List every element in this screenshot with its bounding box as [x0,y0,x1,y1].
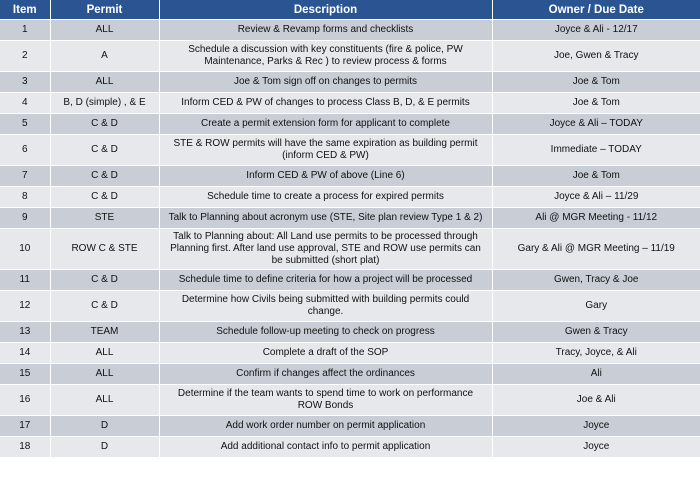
cell-item: 2 [0,40,51,72]
table-row: 9 STE Talk to Planning about acronym use… [0,207,700,229]
table-row: 6 C & D STE & ROW permits will have the … [0,134,700,166]
cell-owner: Immediate – TODAY [492,134,700,166]
cell-owner: Gwen & Tracy [492,321,700,343]
header-row: Item Permit Description Owner / Due Date [0,0,700,20]
cell-owner: Tracy, Joyce, & Ali [492,342,700,364]
cell-owner: Joyce [492,415,700,437]
cell-item: 1 [0,19,51,41]
cell-item: 7 [0,165,51,187]
table-row: 10 ROW C & STE Talk to Planning about: A… [0,228,700,270]
cell-description: Joe & Tom sign off on changes to permits [159,71,493,93]
cell-item: 4 [0,92,51,114]
table-row: 12 C & D Determine how Civils being subm… [0,290,700,322]
table-row: 11 C & D Schedule time to define criteri… [0,269,700,291]
cell-owner: Joe & Ali [492,384,700,416]
cell-permit: C & D [50,290,160,322]
cell-permit: C & D [50,186,160,208]
table-row: 17 D Add work order number on permit app… [0,415,700,437]
cell-owner: Joyce & Ali – 11/29 [492,186,700,208]
cell-permit: C & D [50,269,160,291]
cell-description: Talk to Planning about acronym use (STE,… [159,207,493,229]
table-row: 13 TEAM Schedule follow-up meeting to ch… [0,321,700,343]
header-owner: Owner / Due Date [492,0,700,20]
cell-description: Create a permit extension form for appli… [159,113,493,135]
cell-item: 9 [0,207,51,229]
cell-item: 10 [0,228,51,270]
cell-item: 17 [0,415,51,437]
cell-description: Inform CED & PW of changes to process Cl… [159,92,493,114]
cell-permit: ROW C & STE [50,228,160,270]
cell-owner: Ali [492,363,700,385]
header-description: Description [159,0,493,20]
cell-permit: D [50,415,160,437]
cell-permit: ALL [50,384,160,416]
cell-description: STE & ROW permits will have the same exp… [159,134,493,166]
cell-item: 13 [0,321,51,343]
cell-permit: B, D (simple) , & E [50,92,160,114]
cell-permit: ALL [50,71,160,93]
cell-owner: Ali @ MGR Meeting - 11/12 [492,207,700,229]
cell-description: Schedule a discussion with key constitue… [159,40,493,72]
cell-item: 12 [0,290,51,322]
table-row: 2 A Schedule a discussion with key const… [0,40,700,72]
table-row: 8 C & D Schedule time to create a proces… [0,186,700,208]
cell-description: Confirm if changes affect the ordinances [159,363,493,385]
cell-item: 16 [0,384,51,416]
table-row: 4 B, D (simple) , & E Inform CED & PW of… [0,92,700,114]
cell-description: Inform CED & PW of above (Line 6) [159,165,493,187]
cell-owner: Joyce [492,436,700,457]
cell-owner: Gary [492,290,700,322]
table-body: 1 ALL Review & Revamp forms and checklis… [0,19,700,457]
cell-owner: Joe & Tom [492,71,700,93]
action-items-table: Item Permit Description Owner / Due Date… [0,0,700,457]
cell-permit: C & D [50,134,160,166]
cell-item: 11 [0,269,51,291]
cell-item: 3 [0,71,51,93]
cell-description: Review & Revamp forms and checklists [159,19,493,41]
cell-permit: D [50,436,160,457]
cell-description: Schedule follow-up meeting to check on p… [159,321,493,343]
cell-item: 8 [0,186,51,208]
cell-owner: Gary & Ali @ MGR Meeting – 11/19 [492,228,700,270]
table-row: 18 D Add additional contact info to perm… [0,436,700,457]
cell-permit: STE [50,207,160,229]
cell-permit: TEAM [50,321,160,343]
cell-description: Determine how Civils being submitted wit… [159,290,493,322]
cell-owner: Joyce & Ali – TODAY [492,113,700,135]
table-row: 16 ALL Determine if the team wants to sp… [0,384,700,416]
table-header: Item Permit Description Owner / Due Date [0,0,700,20]
cell-description: Schedule time to create a process for ex… [159,186,493,208]
header-item: Item [0,0,51,20]
cell-permit: C & D [50,165,160,187]
cell-description: Add additional contact info to permit ap… [159,436,493,457]
cell-item: 6 [0,134,51,166]
cell-owner: Joyce & Ali - 12/17 [492,19,700,41]
table-row: 7 C & D Inform CED & PW of above (Line 6… [0,165,700,187]
table-row: 15 ALL Confirm if changes affect the ord… [0,363,700,385]
cell-owner: Gwen, Tracy & Joe [492,269,700,291]
cell-owner: Joe, Gwen & Tracy [492,40,700,72]
cell-item: 14 [0,342,51,364]
cell-permit: ALL [50,19,160,41]
cell-permit: C & D [50,113,160,135]
table-row: 1 ALL Review & Revamp forms and checklis… [0,19,700,41]
cell-owner: Joe & Tom [492,92,700,114]
cell-description: Add work order number on permit applicat… [159,415,493,437]
cell-permit: ALL [50,342,160,364]
header-permit: Permit [50,0,160,20]
cell-permit: A [50,40,160,72]
cell-item: 15 [0,363,51,385]
table-row: 3 ALL Joe & Tom sign off on changes to p… [0,71,700,93]
cell-description: Talk to Planning about: All Land use per… [159,228,493,270]
cell-permit: ALL [50,363,160,385]
cell-item: 5 [0,113,51,135]
cell-description: Determine if the team wants to spend tim… [159,384,493,416]
table-row: 14 ALL Complete a draft of the SOP Tracy… [0,342,700,364]
cell-item: 18 [0,436,51,457]
table-row: 5 C & D Create a permit extension form f… [0,113,700,135]
cell-owner: Joe & Tom [492,165,700,187]
cell-description: Complete a draft of the SOP [159,342,493,364]
cell-description: Schedule time to define criteria for how… [159,269,493,291]
